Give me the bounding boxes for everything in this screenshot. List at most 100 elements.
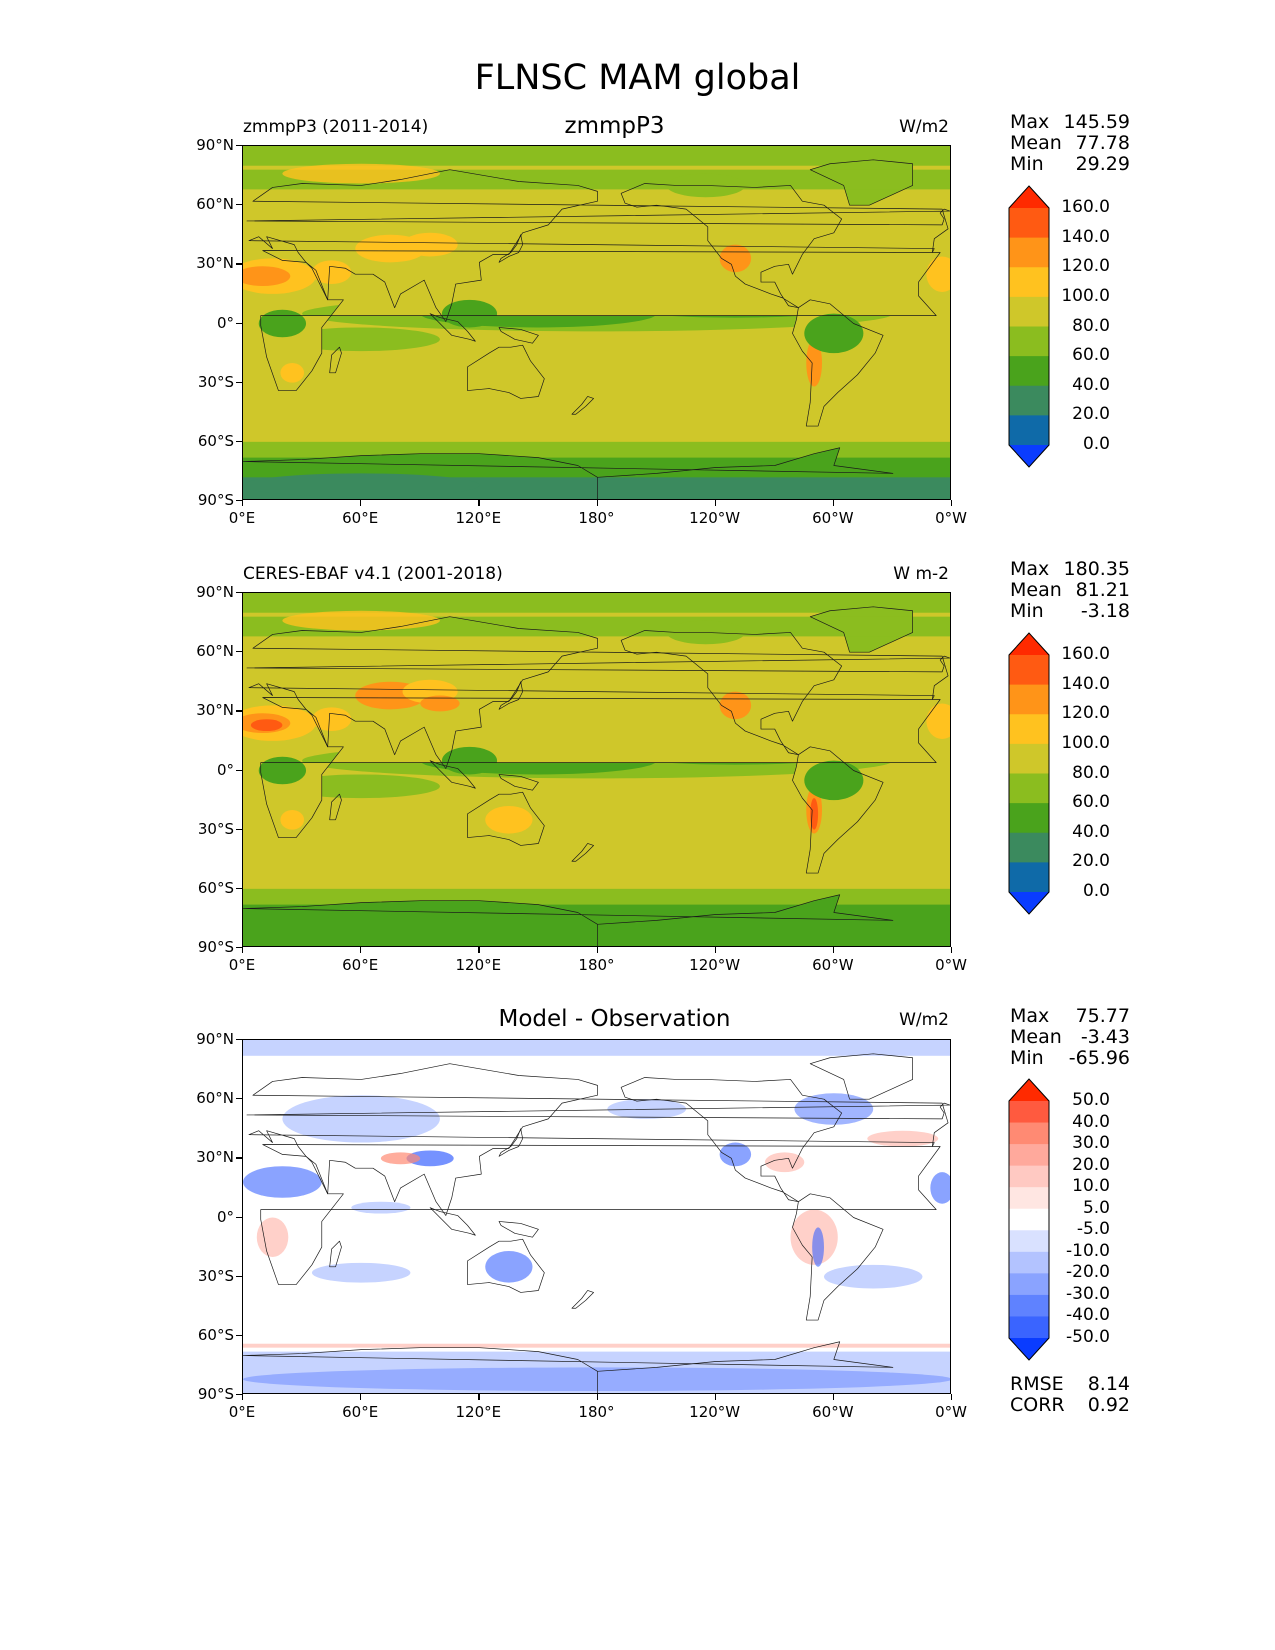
colorbar-level-label: 120.0 [1061,703,1110,724]
colorbar-outline [1008,185,1050,468]
panel-units: W m-2 [893,564,949,584]
lon-tick-mark [714,500,716,506]
stat-max-label: Max [1010,111,1050,133]
stat-min-value: -65.96 [1068,1047,1130,1069]
lat-tick-mark [236,440,242,443]
coastline [498,774,539,791]
field-blob [256,1217,289,1257]
colorbar-level-label: 100.0 [1061,732,1110,753]
panel-left-title: zmmpP3 (2011-2014) [243,117,429,137]
colorbar-segment [1009,326,1049,357]
field-blob [258,309,307,338]
panel-left-title: CERES-EBAF v4.1 (2001-2018) [243,564,503,584]
lat-tick-mark [236,651,242,653]
field-blob [804,760,864,801]
lat-tick-label: 0° [216,1207,234,1226]
colorbar-level-label: 60.0 [1072,792,1110,813]
field-blob [380,1152,421,1165]
field-region [243,146,950,166]
stat-mean-value: -3.43 [1080,1026,1130,1048]
field-blob [243,266,291,287]
colorbar-segment [1009,1251,1049,1274]
lon-tick-mark [596,1394,598,1400]
colorbar-segment [1009,655,1049,686]
lat-tick-label: 60°S [197,1325,234,1344]
coastline [809,159,913,206]
lon-tick-mark [714,947,716,953]
lat-tick-mark [236,145,242,147]
panel-center-title: Model - Observation [498,1006,731,1032]
colorbar-extend-min [1009,892,1049,914]
lon-tick-mark [951,500,953,506]
lat-tick-label: 60°S [197,878,234,897]
field-blob [719,691,752,720]
coastline [429,313,476,342]
lat-tick-label: 60°N [196,195,234,214]
lon-tick-label: 120°W [689,1403,741,1421]
stat-max-value: 180.35 [1063,558,1130,580]
colorbar-level-label: 50.0 [1072,1090,1110,1110]
colorbar-segment [1009,1294,1049,1317]
colorbar-segment [1009,296,1049,327]
lon-tick-mark [714,1394,716,1400]
map-frame [242,592,951,947]
lat-tick-label: 30°S [197,372,234,391]
panel-units: W/m2 [899,117,949,137]
lon-tick-mark [360,1394,362,1400]
stat-corr-label: CORR [1010,1394,1065,1416]
colorbar-level-label: 80.0 [1072,315,1110,336]
field-blob [420,695,460,712]
lat-tick-mark [236,500,242,502]
lat-tick-label: 90°N [196,583,234,601]
lat-tick-mark [236,769,242,771]
field-blob [282,1095,440,1143]
colorbar-level-label: 160.0 [1061,644,1110,664]
coastline [260,1144,941,1285]
colorbar-extend-max [1009,633,1049,655]
lat-tick-label: 60°N [196,1089,234,1108]
field-blob [280,809,305,830]
field-blob [441,299,498,328]
lat-tick-mark [236,263,242,265]
field-blob [250,719,283,732]
field-region [243,1040,950,1393]
field-blob [351,1201,411,1214]
colorbar-graphic [1008,1078,1050,1361]
lon-tick-mark [832,947,835,953]
colorbar-graphic [1008,185,1050,468]
colorbar: 50.0 40.0 30.0 20.0 10.0 5.0 -5.0 -10.0 -20.0 -30… [1008,1078,1118,1361]
lat-tick-mark [236,710,242,712]
lon-tick-mark [951,1394,953,1400]
colorbar-segment [1009,1144,1049,1167]
lat-tick-mark [236,322,242,324]
lon-tick-label: 60°W [812,509,854,527]
colorbar-segment [1009,208,1049,239]
colorbar-level-label: 0.0 [1082,881,1110,901]
colorbar-outline [1008,632,1050,915]
colorbar-level-label: 30.0 [1072,1133,1110,1154]
lat-tick-label: 30°S [197,1266,234,1285]
colorbar-level-label: 0.0 [1082,434,1110,454]
lon-tick-label: 60°E [342,509,379,527]
coastline [809,1053,913,1100]
colorbar-level-label: 40.0 [1072,1111,1110,1132]
lon-tick-mark [478,1394,480,1400]
lat-tick-mark [236,592,242,594]
stat-min-value: 29.29 [1075,153,1130,175]
stat-mean-label: Mean [1010,132,1062,154]
field-blob [243,1166,322,1198]
stat-max-value: 75.77 [1075,1005,1130,1027]
colorbar-segment [1009,1187,1049,1210]
stat-rmse-value: 8.14 [1087,1373,1130,1395]
stat-corr-value: 0.92 [1087,1394,1130,1416]
lon-tick-label: 120°E [455,1403,502,1421]
colorbar-level-label: -20.0 [1066,1262,1110,1283]
colorbar-segment [1009,385,1049,416]
coastline [498,681,524,710]
coastline [260,250,941,391]
lon-tick-mark [360,947,362,953]
coastline [246,655,950,673]
coastline [246,208,950,226]
map-frame [242,1039,951,1394]
lon-tick-label: 120°E [455,509,502,527]
